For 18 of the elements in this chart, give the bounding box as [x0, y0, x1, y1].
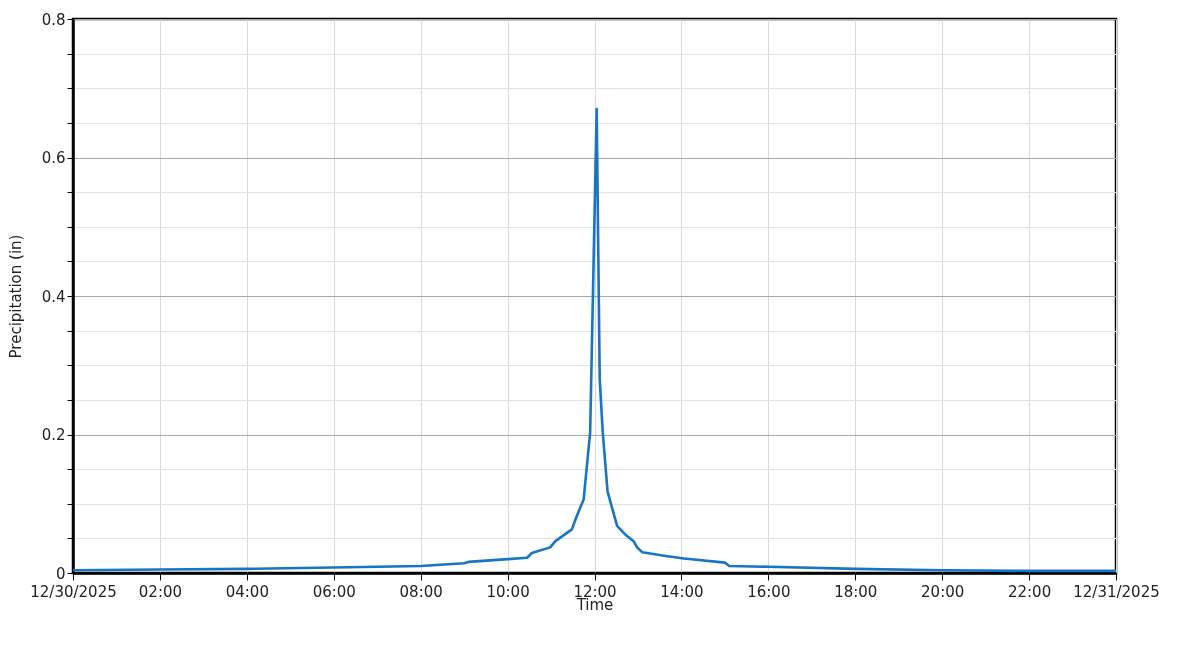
y-axis-title: Precipitation (in): [6, 234, 25, 359]
y-tick-label: 0.6: [41, 149, 66, 167]
x-tick-label: 12/30/2025: [30, 582, 117, 601]
x-tick-label: 18:00: [834, 582, 878, 601]
x-tick-label: 10:00: [486, 582, 530, 601]
x-tick-label: 20:00: [921, 582, 965, 601]
x-tick-label: 02:00: [138, 582, 183, 601]
x-tick-label: 22:00: [1007, 582, 1052, 601]
x-tick-label: 14:00: [660, 582, 704, 601]
y-tick-label: 0.8: [41, 10, 66, 29]
x-tick-label: 16:00: [747, 582, 791, 601]
x-tick-label: 08:00: [399, 582, 443, 601]
x-tick-label: 04:00: [225, 582, 269, 601]
x-tick-label: 12/31/2025: [1073, 582, 1160, 601]
y-tick-label: 0.4: [41, 287, 66, 306]
x-tick-label: 06:00: [312, 582, 356, 601]
y-tick-label: 0: [55, 564, 66, 583]
y-tick-label: 0.2: [41, 426, 66, 444]
